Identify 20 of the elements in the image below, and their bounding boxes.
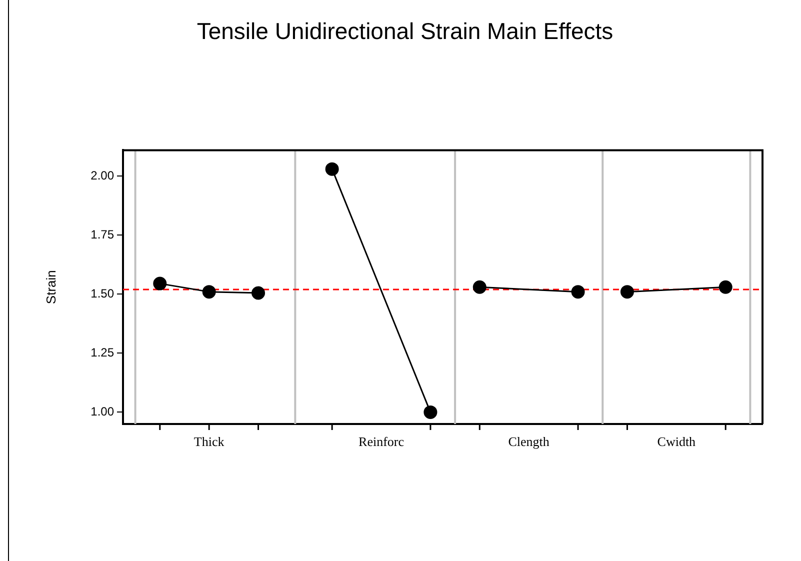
text: Cwidth <box>657 434 696 449</box>
point <box>153 276 167 290</box>
point <box>424 405 438 419</box>
y-tick-label: 1.25 <box>90 346 114 360</box>
text: Thick <box>194 434 225 449</box>
text: Clength <box>508 434 550 449</box>
point <box>620 285 634 299</box>
y-tick-label: 1.75 <box>90 227 114 242</box>
y-axis-title: Strain <box>43 270 58 304</box>
point <box>718 280 732 294</box>
y-tick-label: 2.00 <box>90 168 114 182</box>
point <box>472 280 486 294</box>
y-tick-label: 1.00 <box>90 404 114 419</box>
text: Reinforc <box>358 434 404 449</box>
point <box>571 285 585 299</box>
y-tick-label: 1.50 <box>90 286 114 300</box>
chart-title: Tensile Unidirectional Strain Main Effects <box>196 18 614 45</box>
point <box>252 286 266 300</box>
point <box>325 162 339 176</box>
point <box>202 285 216 299</box>
